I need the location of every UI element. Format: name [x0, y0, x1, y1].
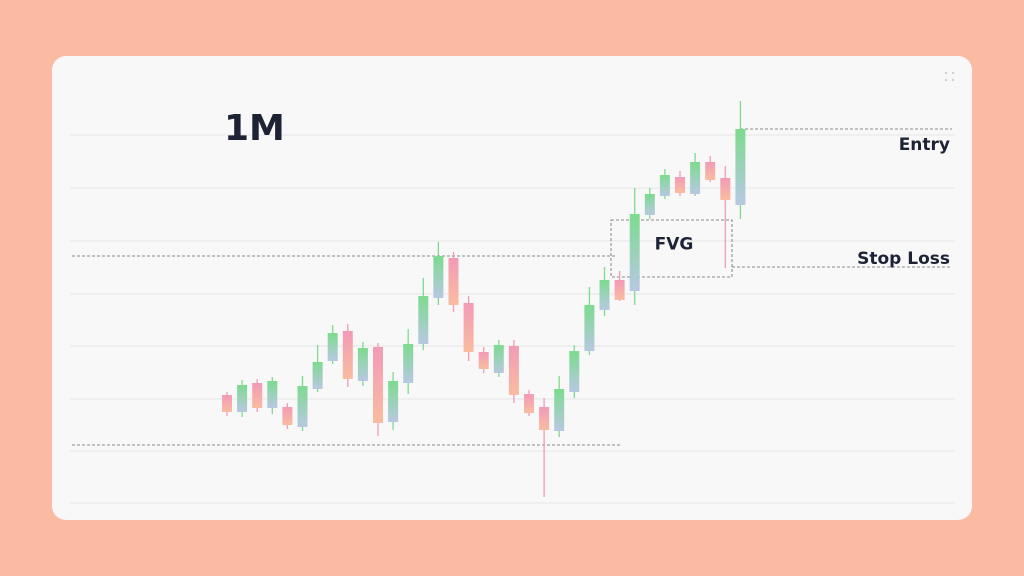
- candle-body: [297, 386, 308, 427]
- candle-body: [659, 175, 670, 196]
- candle-body: [403, 344, 414, 383]
- candle-body: [373, 347, 383, 423]
- candle-body: [463, 303, 474, 352]
- candle-body: [222, 395, 232, 412]
- candle-body: [388, 381, 399, 422]
- candle-body: [508, 346, 519, 395]
- candle-body: [237, 385, 248, 412]
- candle-body: [599, 280, 610, 310]
- candle-body: [357, 348, 368, 381]
- candle-body: [705, 162, 716, 180]
- candle-body: [644, 194, 655, 215]
- candle-body: [418, 296, 429, 344]
- card: [52, 56, 972, 520]
- candle-body: [524, 394, 534, 413]
- candle-body: [720, 178, 731, 200]
- candle-body: [584, 305, 595, 351]
- fvg-label: FVG: [655, 235, 694, 255]
- candle-body: [327, 333, 338, 361]
- candle-body: [614, 280, 625, 300]
- candle-body: [569, 351, 580, 392]
- candle-body: [554, 389, 565, 431]
- candle-body: [282, 407, 293, 425]
- candle-body: [675, 177, 685, 193]
- candle-body: [433, 256, 444, 298]
- candle-body: [493, 345, 504, 373]
- candle-body: [539, 407, 550, 430]
- level-label: Stop Loss: [857, 249, 950, 269]
- candle-body: [478, 352, 489, 369]
- candle-body: [267, 381, 278, 408]
- candle-body: [690, 162, 701, 194]
- candle-body: [629, 214, 640, 291]
- candle-body: [342, 331, 353, 379]
- level-label: Entry: [899, 135, 950, 155]
- candle-body: [252, 383, 263, 408]
- menu-icon: [944, 71, 955, 82]
- chart-title: 1M: [224, 108, 285, 149]
- fvg-box: [610, 219, 733, 278]
- candle-body: [312, 362, 323, 389]
- candle-body: [448, 258, 459, 305]
- candle-body: [735, 129, 746, 205]
